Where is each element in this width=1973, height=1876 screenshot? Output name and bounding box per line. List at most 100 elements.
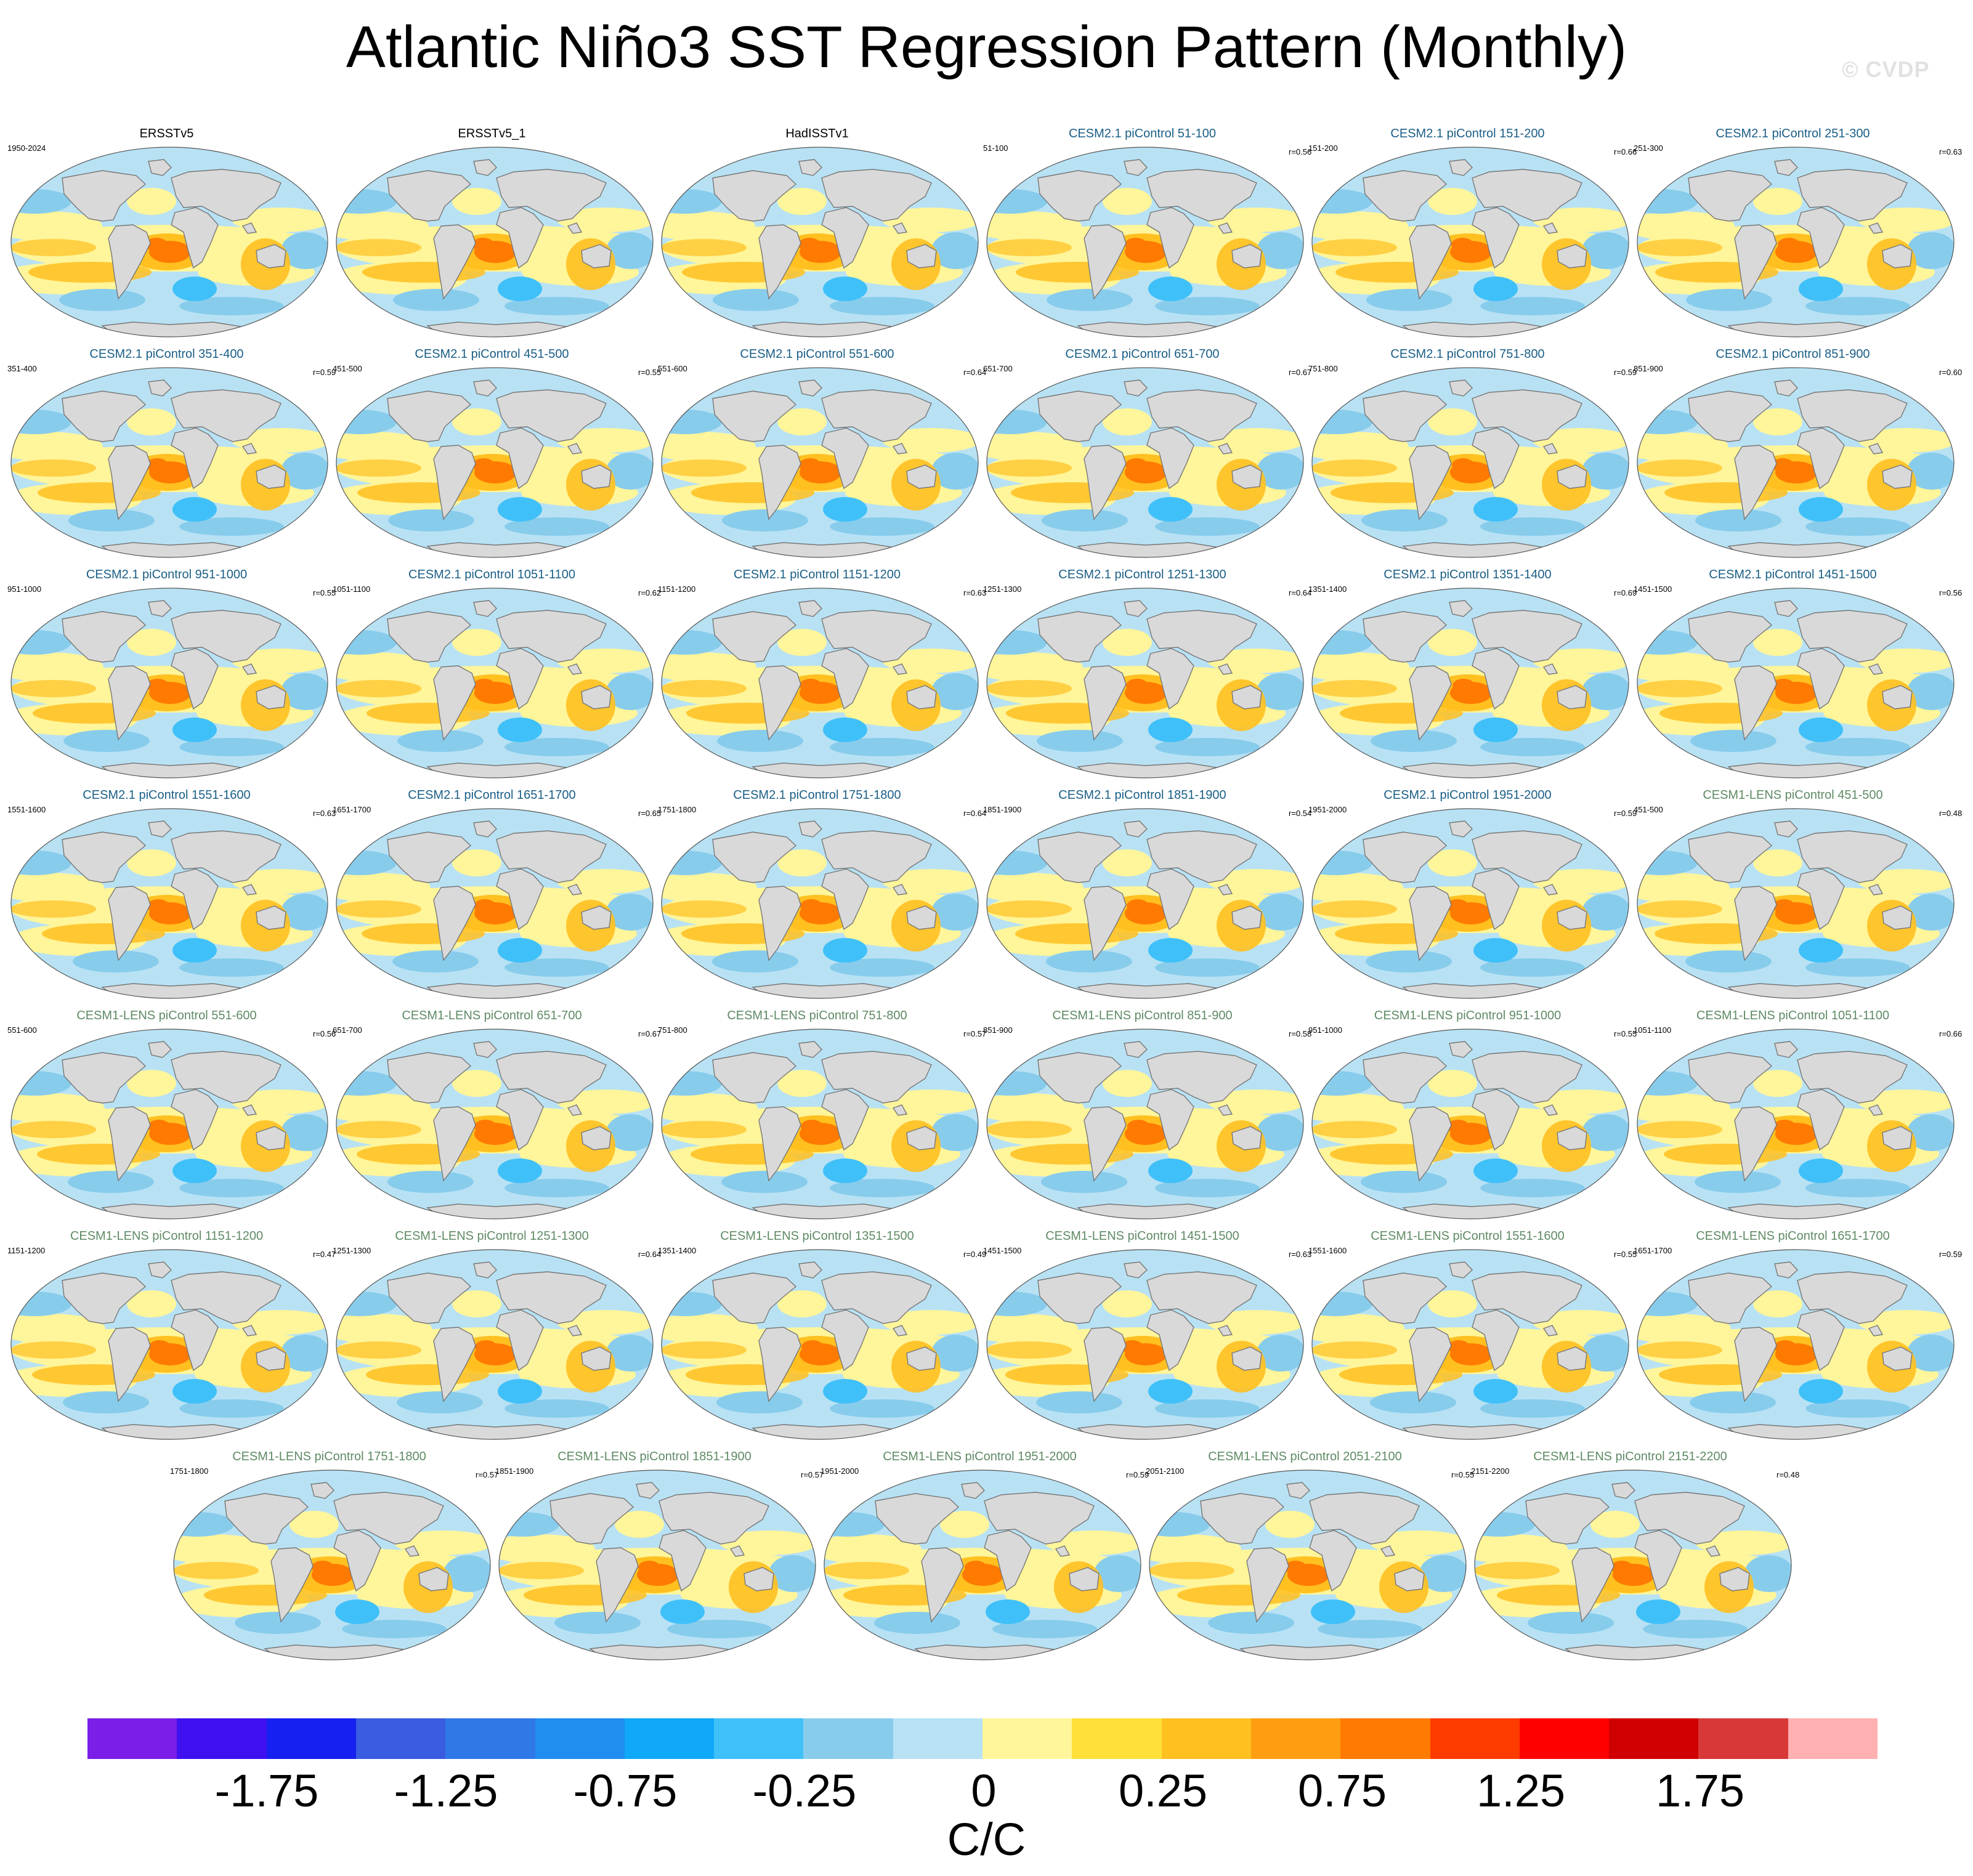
sst-regression-map <box>10 588 328 778</box>
map-panel: CESM2.1 piControl 451-500 451-500 r=0.55 <box>330 347 661 562</box>
map-panel: CESM2.1 piControl 551-600 551-600 r=0.64 <box>655 347 986 562</box>
colorbar-segment <box>1340 1718 1430 1759</box>
panel-years: 251-300 <box>1634 144 1663 153</box>
sst-regression-map <box>1637 1249 1955 1440</box>
pattern-correlation: r=0.64 <box>638 1250 662 1259</box>
sst-regression-map <box>336 1029 654 1219</box>
panel-years: 1051-1100 <box>333 584 371 594</box>
panel-title: CESM2.1 piControl 1051-1100 <box>408 568 575 581</box>
map-panel: ERSSTv5 1950-2024 <box>5 126 328 342</box>
panel-years: 1551-1600 <box>7 805 46 814</box>
sst-regression-map <box>336 367 654 558</box>
map-panel: CESM1-LENS piControl 2051-2100 2051-2100 r… <box>1143 1449 1474 1665</box>
panel-years: 1351-1400 <box>1308 584 1347 594</box>
panel-title: CESM2.1 piControl 651-700 <box>1065 347 1220 361</box>
map-panel: CESM1-LENS piControl 1451-1500 1451-1500 r… <box>981 1229 1311 1444</box>
sst-regression-map <box>10 147 328 338</box>
pattern-correlation: r=0.56 <box>1939 588 1963 597</box>
pattern-correlation: r=0.64 <box>963 368 987 377</box>
panel-years: 751-800 <box>1308 364 1338 373</box>
pattern-correlation: r=0.56 <box>313 1029 336 1038</box>
panel-years: 151-200 <box>1308 144 1338 153</box>
map-panel: CESM1-LENS piControl 551-600 551-600 r=0.5… <box>5 1008 336 1224</box>
colorbar-segment <box>1519 1718 1610 1759</box>
panel-years: 751-800 <box>658 1025 687 1035</box>
panel-title: CESM1-LENS piControl 1951-2000 <box>883 1450 1077 1463</box>
panel-title: CESM2.1 piControl 1751-1800 <box>733 788 901 802</box>
colorbar-tick-label: 0.25 <box>1118 1765 1208 1816</box>
map-panel: CESM2.1 piControl 751-800 751-800 r=0.59 <box>1306 347 1637 562</box>
sst-regression-map <box>1637 808 1955 999</box>
panel-title: CESM1-LENS piControl 1051-1100 <box>1696 1009 1890 1022</box>
map-panel: CESM1-LENS piControl 1751-1800 1751-1800 r… <box>168 1449 498 1665</box>
panel-title: HadISSTv1 <box>785 127 849 140</box>
pattern-correlation: r=0.56 <box>1289 147 1312 156</box>
colorbar-tick-label: 1.25 <box>1476 1765 1566 1816</box>
panel-title: CESM1-LENS piControl 1751-1800 <box>232 1450 426 1463</box>
map-panel: HadISSTv1 <box>655 126 979 342</box>
pattern-correlation: r=0.62 <box>638 588 662 597</box>
panel-years: 1851-1900 <box>495 1466 534 1476</box>
sst-regression-map <box>661 588 979 778</box>
map-panel: CESM2.1 piControl 1851-1900 1851-1900 r=0.… <box>981 788 1311 1003</box>
pattern-correlation: r=0.55 <box>313 588 336 597</box>
colorbar-segment <box>1788 1718 1878 1759</box>
panel-years: 851-900 <box>983 1025 1013 1035</box>
panel-title: ERSSTv5 <box>139 127 194 140</box>
pattern-correlation: r=0.48 <box>1939 809 1963 818</box>
panel-years: 1451-1500 <box>983 1246 1022 1255</box>
cvdp-watermark: © CVDP <box>1842 57 1930 82</box>
map-panel: CESM1-LENS piControl 1551-1600 1551-1600 r… <box>1306 1229 1637 1444</box>
sst-regression-map <box>986 588 1304 778</box>
pattern-correlation: r=0.59 <box>313 368 336 377</box>
panel-years: 1551-1600 <box>1308 1246 1347 1255</box>
map-panel: CESM2.1 piControl 51-100 51-100 r=0.56 <box>981 126 1311 342</box>
pattern-correlation: r=0.59 <box>1939 1250 1963 1259</box>
sst-regression-map <box>336 1249 654 1440</box>
map-panel: CESM2.1 piControl 251-300 251-300 r=0.63 <box>1631 126 1962 342</box>
panel-years: 1351-1400 <box>658 1246 697 1255</box>
colorbar-segment <box>87 1718 177 1759</box>
panel-years: 1751-1800 <box>170 1466 209 1476</box>
map-panel: CESM2.1 piControl 1751-1800 1751-1800 r=0.… <box>655 788 986 1003</box>
panel-years: 851-900 <box>1634 364 1663 373</box>
panel-title: CESM1-LENS piControl 851-900 <box>1052 1009 1233 1022</box>
map-panel: CESM2.1 piControl 1451-1500 1451-1500 r=0.… <box>1631 567 1962 783</box>
sst-regression-map <box>1637 588 1955 778</box>
colorbar-segment <box>893 1718 983 1759</box>
sst-regression-map <box>1474 1470 1792 1660</box>
pattern-correlation: r=0.63 <box>313 809 336 818</box>
panel-title: CESM1-LENS piControl 1151-1200 <box>70 1229 264 1243</box>
panel-title: CESM1-LENS piControl 651-700 <box>402 1009 582 1022</box>
pattern-correlation: r=0.64 <box>963 809 987 818</box>
sst-regression-map <box>661 1249 979 1440</box>
colorbar-tick-label: -0.25 <box>752 1765 857 1816</box>
panel-years: 1951-2000 <box>1308 805 1347 814</box>
panel-title: CESM2.1 piControl 1551-1600 <box>83 788 251 802</box>
panel-years: 1950-2024 <box>7 144 46 153</box>
pattern-correlation: r=0.59 <box>1126 1470 1149 1479</box>
map-panel: CESM1-LENS piControl 1151-1200 1151-1200 r… <box>5 1229 336 1444</box>
sst-regression-map <box>661 808 979 999</box>
colorbar-segment <box>1609 1718 1699 1759</box>
sst-regression-map <box>10 808 328 999</box>
colorbar-segment <box>266 1718 357 1759</box>
map-panel: CESM1-LENS piControl 1351-1500 1351-1400 r… <box>655 1229 986 1444</box>
map-panel: CESM2.1 piControl 951-1000 951-1000 r=0.55 <box>5 567 336 783</box>
map-panel: CESM2.1 piControl 651-700 651-700 r=0.67 <box>981 347 1311 562</box>
panel-title: CESM1-LENS piControl 1551-1600 <box>1371 1229 1565 1243</box>
panel-years: 51-100 <box>983 144 1008 153</box>
panel-title: CESM1-LENS piControl 2051-2100 <box>1208 1450 1402 1463</box>
sst-regression-map <box>1311 147 1629 338</box>
map-panel: CESM1-LENS piControl 651-700 651-700 r=0.6… <box>330 1008 661 1224</box>
pattern-correlation: r=0.48 <box>1777 1470 1800 1479</box>
colorbar-tick-label: 1.75 <box>1655 1765 1745 1816</box>
sst-regression-map <box>1311 588 1629 778</box>
sst-regression-map <box>1637 147 1955 338</box>
panel-years: 1451-1500 <box>1634 584 1672 594</box>
panel-title: CESM2.1 piControl 51-100 <box>1068 127 1216 140</box>
panel-years: 1051-1100 <box>1634 1025 1672 1035</box>
panel-title: CESM2.1 piControl 1351-1400 <box>1384 568 1552 581</box>
panel-years: 551-600 <box>658 364 687 373</box>
panel-title: CESM1-LENS piControl 1451-1500 <box>1045 1229 1239 1243</box>
